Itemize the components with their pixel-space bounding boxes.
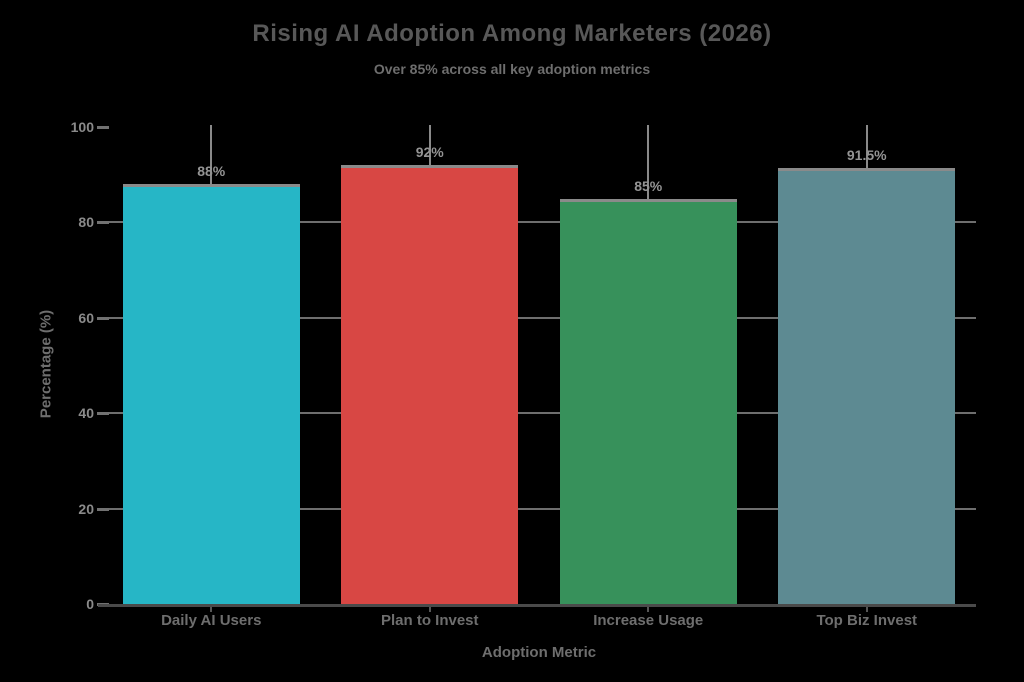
x-tick-mark-2 xyxy=(428,607,431,612)
bar-value-label-3: 85% xyxy=(634,177,663,194)
bar-value-label-4: 91.5% xyxy=(846,146,887,163)
bar-daily-ai-users xyxy=(122,184,300,604)
y-tick-label-20: 20 xyxy=(78,500,94,517)
bar-top-biz-invest xyxy=(778,167,956,604)
y-tick-label-100: 100 xyxy=(70,119,94,135)
bar-value-label-2: 92% xyxy=(415,144,444,161)
gridline-40 xyxy=(102,412,976,415)
y-tick-label-80: 80 xyxy=(78,214,94,231)
chart-title: Rising AI Adoption Among Marketers (2026… xyxy=(252,20,772,47)
bar-increase-usage xyxy=(559,198,737,604)
x-tick-label-4: Top Biz Invest xyxy=(816,612,918,629)
x-tick-mark-1 xyxy=(210,607,213,612)
x-tick-label-1: Daily AI Users xyxy=(161,612,262,629)
drop-line-4 xyxy=(865,125,868,168)
chart-subtitle: Over 85% across all key adoption metrics xyxy=(373,61,651,77)
y-tick-mark-100 xyxy=(97,126,109,129)
y-tick-label-0: 0 xyxy=(86,596,94,612)
x-axis-line xyxy=(98,604,976,607)
x-axis-title: Adoption Metric xyxy=(481,644,597,661)
y-tick-label-40: 40 xyxy=(78,405,94,422)
y-tick-mark-80 xyxy=(97,221,109,225)
y-tick-label-60: 60 xyxy=(78,309,94,326)
x-tick-mark-3 xyxy=(647,607,650,612)
y-tick-mark-20 xyxy=(97,507,109,511)
gridline-20 xyxy=(102,507,976,510)
x-tick-label-2: Plan to Invest xyxy=(380,612,479,629)
bar-value-label-1: 88% xyxy=(197,163,226,180)
bar-plan-to-invest xyxy=(341,165,519,604)
gridline-80 xyxy=(102,221,976,224)
x-tick-label-3: Increase Usage xyxy=(593,612,704,629)
drop-line-3 xyxy=(647,125,650,199)
y-tick-mark-60 xyxy=(97,316,109,320)
drop-line-1 xyxy=(210,125,213,185)
x-tick-mark-4 xyxy=(865,607,868,612)
y-tick-mark-40 xyxy=(97,412,109,416)
drop-line-2 xyxy=(428,125,431,166)
gridline-60 xyxy=(102,316,976,319)
